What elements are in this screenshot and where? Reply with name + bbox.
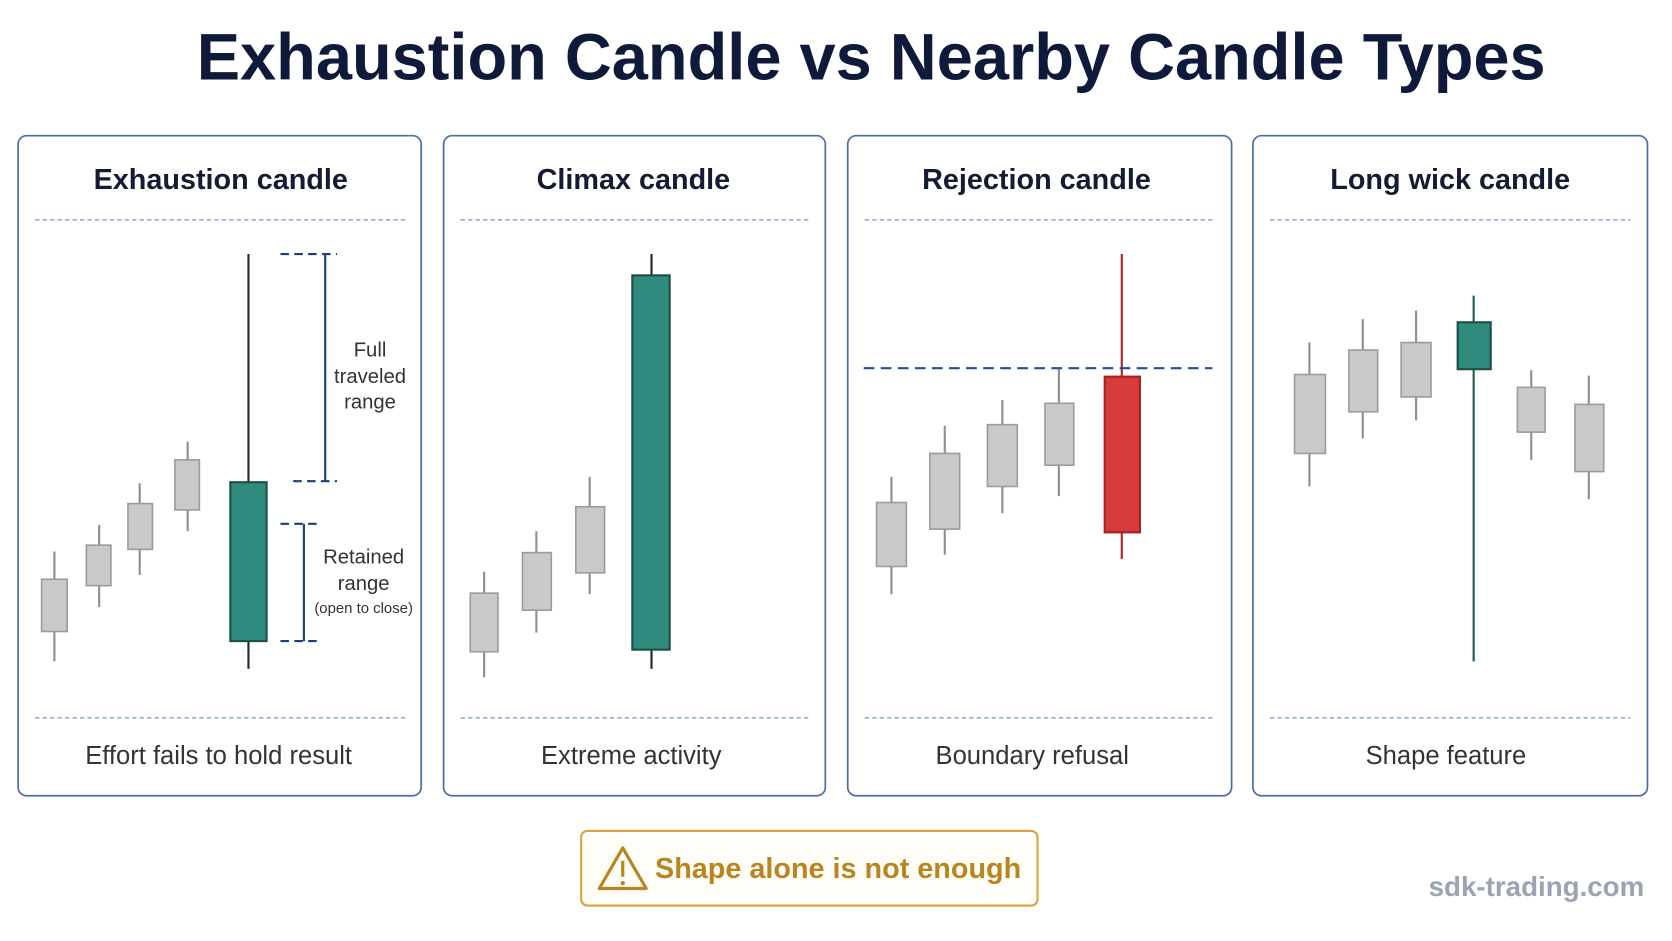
annotation: traveled [334, 366, 406, 388]
annotation: (open to close) [314, 600, 413, 617]
panel-caption: Effort fails to hold result [85, 742, 352, 770]
panel: Exhaustion candle Effort fails to hold r… [17, 134, 423, 797]
panel: Climax candle Extreme activity [442, 134, 827, 797]
warning-text: Shape alone is not enough [655, 853, 1021, 885]
warning-box: Shape alone is not enough [580, 829, 1039, 907]
title: Exhaustion Candle vs Nearby Candle Types [197, 21, 1546, 95]
annotation: Full [354, 339, 387, 361]
panel-title: Rejection candle [922, 164, 1151, 196]
footer: sdk-trading.com [1429, 871, 1645, 902]
annotation: range [338, 573, 390, 595]
annotation: range [344, 392, 396, 414]
panel: Rejection candle Boundary refusal [846, 134, 1233, 797]
panel-title: Climax candle [537, 164, 731, 196]
panel-caption: Shape feature [1366, 742, 1527, 770]
panel-caption: Extreme activity [541, 742, 722, 770]
panel-title: Long wick candle [1330, 164, 1570, 196]
annotation: Retained [323, 546, 404, 568]
panel-caption: Boundary refusal [936, 742, 1129, 770]
panel-title: Exhaustion candle [94, 164, 348, 196]
panel: Long wick candle Shape feature [1252, 134, 1649, 797]
